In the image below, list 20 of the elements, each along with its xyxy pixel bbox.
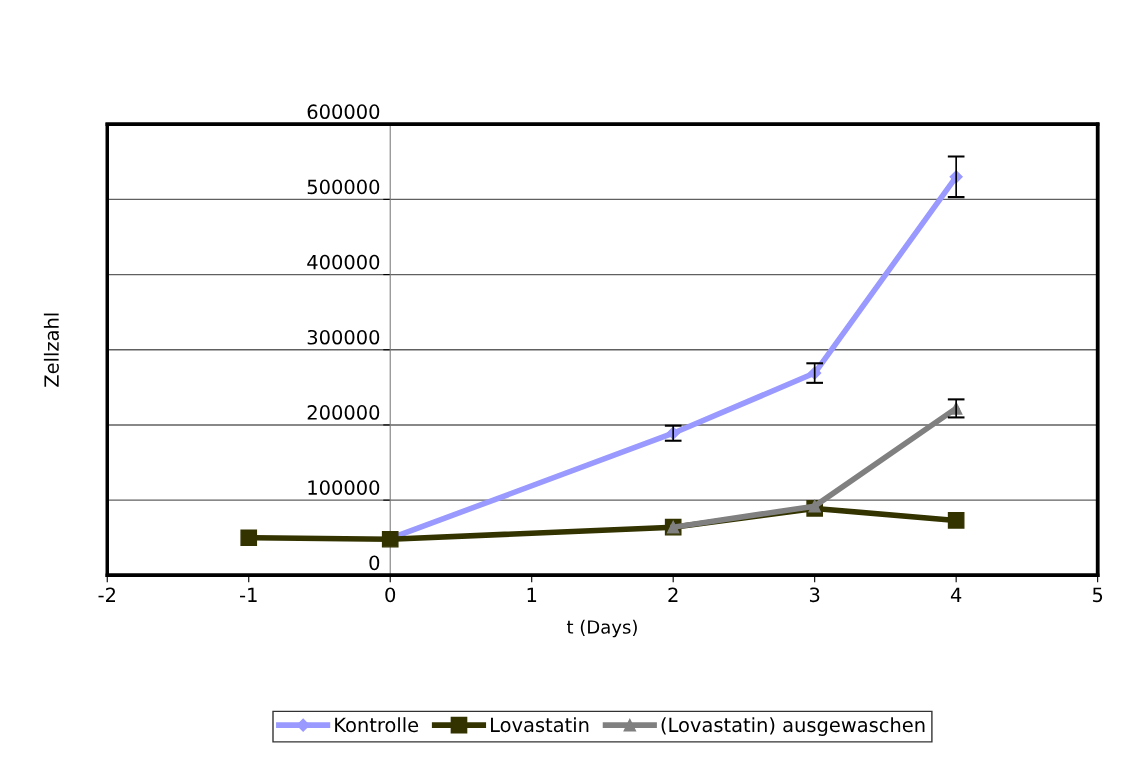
y-tick-label: 400000: [307, 254, 380, 270]
x-tick-label: 0: [385, 587, 396, 603]
y-tick-label: 200000: [307, 405, 380, 420]
legend-label: Lovastatin: [491, 717, 589, 733]
y-tick-label: 600000: [307, 104, 380, 120]
x-tick-label: 3: [809, 587, 820, 603]
y-tick-label: 500000: [307, 179, 380, 195]
x-tick-label: -1: [240, 587, 257, 602]
legend-label: (Lovastatin) ausgewaschen: [661, 717, 925, 736]
x-tick-label: 2: [668, 587, 678, 602]
legend-label: Kontrolle: [335, 717, 419, 733]
y-tick-label: 100000: [308, 480, 380, 495]
y-tick-label: 0: [369, 555, 380, 571]
y-axis-title: Zellzahl: [43, 313, 59, 387]
x-axis-title: t (Days): [566, 619, 637, 638]
x-tick-label: 1: [527, 587, 537, 602]
y-tick-label: 300000: [307, 329, 380, 345]
x-tick-label: 4: [950, 587, 962, 602]
x-tick-label: -2: [98, 587, 115, 602]
x-tick-label: 5: [1092, 587, 1103, 603]
